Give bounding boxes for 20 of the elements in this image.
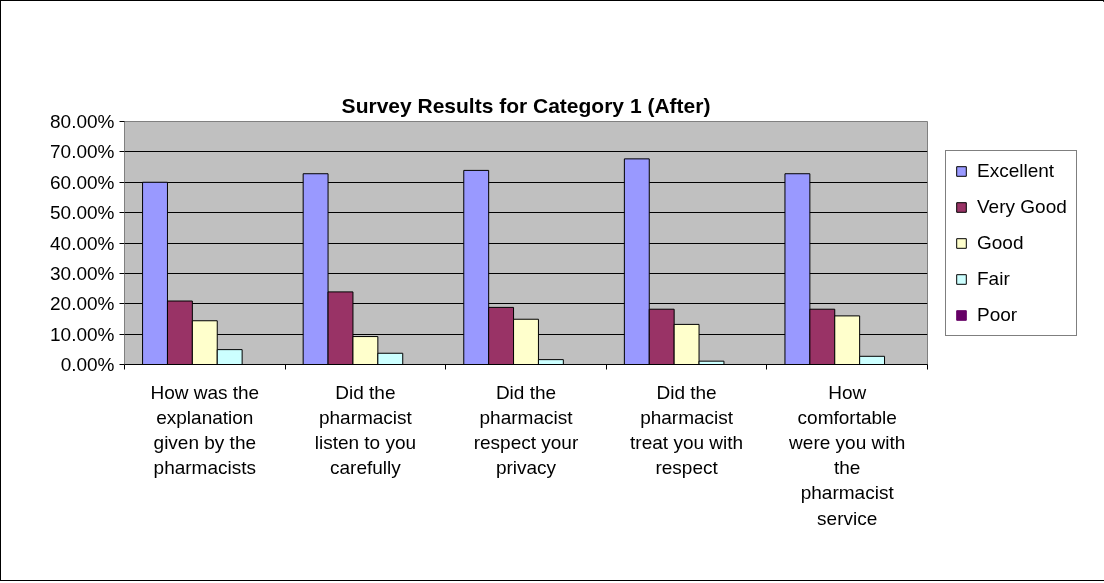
legend-label: Very Good — [977, 195, 1067, 218]
x-tick-label: Did the pharmacist listen to you carefully — [314, 381, 417, 479]
y-tick-label: 20.00% — [50, 293, 115, 315]
x-tick-label: How was the explanation given by the pharmacists — [150, 381, 260, 479]
x-tick-label: Did the pharmacist respect your privacy — [473, 381, 579, 479]
legend-label: Excellent — [977, 159, 1055, 182]
y-tick-label: 80.00% — [50, 111, 115, 132]
legend-label: Good — [977, 231, 1024, 254]
y-tick-label: 50.00% — [50, 202, 115, 224]
y-tick-label: 0.00% — [60, 354, 115, 375]
chart-title: Survey Results for Category 1 (After) — [341, 93, 711, 117]
y-tick-label: 60.00% — [50, 171, 115, 193]
x-tick-label: Did the pharmacist treat you with respect — [630, 381, 744, 479]
x-tick-label: How comfortable were you with the pharmacist service — [788, 381, 906, 529]
y-tick-label: 70.00% — [50, 141, 115, 163]
y-tick-label: 40.00% — [50, 232, 115, 254]
y-tick-label: 30.00% — [50, 262, 115, 284]
legend-label: Poor — [977, 303, 1018, 326]
legend-label: Fair — [977, 267, 1010, 290]
y-tick-label: 10.00% — [50, 323, 115, 345]
